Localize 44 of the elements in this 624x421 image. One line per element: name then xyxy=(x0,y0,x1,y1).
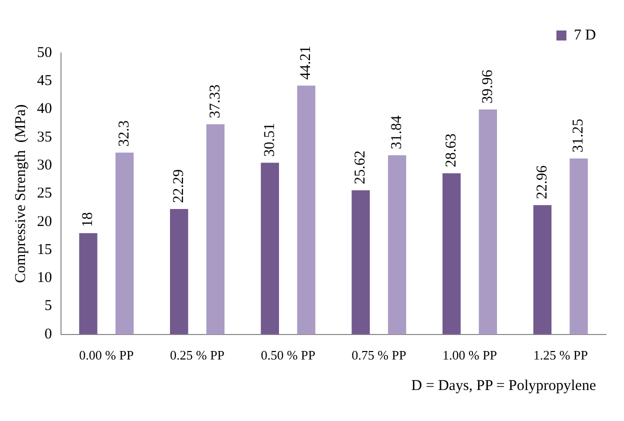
y-tick-label: 5 xyxy=(44,298,52,314)
bar xyxy=(352,190,370,334)
bar xyxy=(297,86,316,334)
data-label: 31.25 xyxy=(570,118,587,153)
data-label: 37.33 xyxy=(207,84,224,118)
x-tick-label: 1.25 % PP xyxy=(533,348,588,363)
data-label: 32.3 xyxy=(116,120,133,147)
y-tick-label: 10 xyxy=(37,270,52,286)
data-label: 39.96 xyxy=(480,69,496,104)
y-tick-label: 40 xyxy=(37,101,52,118)
data-label: 22.29 xyxy=(171,169,188,203)
bar xyxy=(442,173,461,334)
legend-label: 7 D xyxy=(574,27,596,44)
text: D = Days, PP = Polypropylene xyxy=(410,378,597,395)
data-label: 30.51 xyxy=(262,122,278,157)
x-tick-label: 0.25 % PP xyxy=(170,348,225,363)
x-tick-label: 0.75 % PP xyxy=(352,348,406,363)
bar xyxy=(533,205,552,334)
bar xyxy=(388,155,406,334)
data-label: 28.63 xyxy=(444,134,460,168)
data-label: 44.21 xyxy=(298,46,314,80)
y-tick-label: 0 xyxy=(44,326,52,342)
y-tick-label: 25 xyxy=(37,186,52,202)
bar xyxy=(478,110,497,334)
bar xyxy=(116,152,134,334)
data-label: 31.84 xyxy=(389,114,406,150)
data-label: 22.96 xyxy=(534,164,550,200)
bar xyxy=(260,162,279,334)
x-tick-label: 0.00 % PP xyxy=(79,348,134,363)
y-tick-label: 30 xyxy=(37,157,52,174)
y-tick-label: 45 xyxy=(37,73,52,90)
y-tick-label: 15 xyxy=(37,242,52,258)
data-label: 18 xyxy=(80,212,96,228)
bar xyxy=(206,124,224,334)
data-label: 25.62 xyxy=(352,150,369,184)
bar xyxy=(570,158,588,334)
x-tick-label: 0.50 % PP xyxy=(260,348,316,363)
y-tick-label: 50 xyxy=(37,44,52,61)
bar xyxy=(79,233,98,334)
y-axis-title: Compressive Strength (MPa) xyxy=(12,104,29,284)
x-tick-label: 1.00 % PP xyxy=(442,348,498,363)
bar xyxy=(170,208,188,334)
y-tick-label: 20 xyxy=(37,214,52,230)
y-tick-label: 35 xyxy=(37,129,52,146)
